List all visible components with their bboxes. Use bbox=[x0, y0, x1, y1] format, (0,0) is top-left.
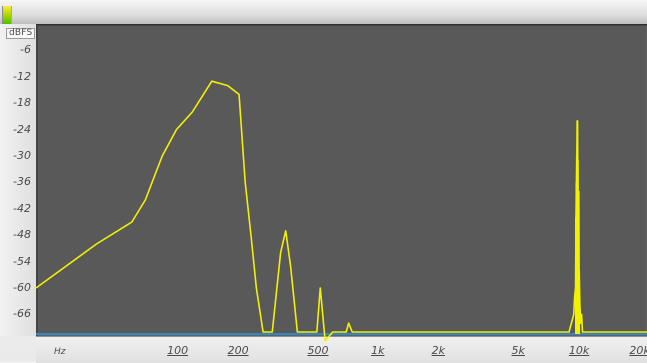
spectrum-plot-area[interactable] bbox=[36, 24, 647, 336]
spectrum-series-path bbox=[35, 80, 647, 342]
x-tick-label: 1k bbox=[371, 344, 385, 357]
y-tick-label: -66 bbox=[13, 307, 31, 321]
x-tick-label: 5k bbox=[511, 344, 525, 357]
y-tick-label: -12 bbox=[13, 69, 31, 83]
x-axis-panel bbox=[36, 336, 647, 363]
x-tick-label: 100 bbox=[167, 344, 189, 357]
x-tick-label: 500 bbox=[307, 344, 329, 357]
y-tick-label: -60 bbox=[13, 281, 31, 294]
plot-top-border bbox=[36, 24, 647, 25]
top-bevel-bar bbox=[0, 0, 647, 24]
y-tick-label: -6 bbox=[20, 43, 31, 57]
x-tick-label: 20k bbox=[629, 344, 647, 357]
x-tick-label: 2k bbox=[431, 344, 445, 357]
x-axis-unit-label: Hz bbox=[54, 347, 66, 357]
y-tick-label: -30 bbox=[13, 149, 31, 162]
y-tick-label: -42 bbox=[13, 201, 31, 215]
y-tick-label: -18 bbox=[13, 96, 31, 110]
y-axis-panel bbox=[0, 24, 37, 336]
y-axis-unit-label: dBFS bbox=[6, 28, 36, 39]
x-tick-label: 10k bbox=[568, 344, 590, 357]
x-tick-label: 200 bbox=[227, 344, 249, 357]
y-tick-label: -48 bbox=[13, 228, 31, 242]
y-tick-label: -54 bbox=[13, 254, 31, 268]
y-tick-label: -36 bbox=[13, 175, 31, 189]
level-indicator-led bbox=[2, 6, 12, 24]
y-tick-label: -24 bbox=[13, 122, 31, 136]
spectrum-spikes-group bbox=[575, 120, 581, 334]
